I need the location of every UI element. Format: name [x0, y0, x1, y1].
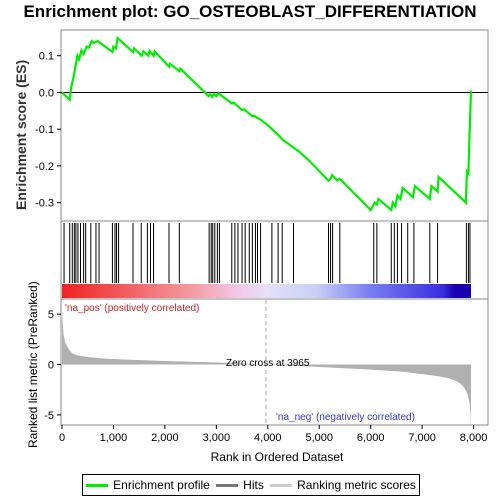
xtick-label: 6,000 [357, 432, 385, 444]
es-ytick-label: -0.2 [35, 161, 54, 173]
legend-swatch-profile [86, 483, 109, 487]
metric-ytick-label: 5 [48, 309, 54, 321]
legend-label-profile: Enrichment profile [113, 478, 210, 492]
legend-item-metric: Ranking metric scores [270, 478, 416, 492]
es-ytick-label: 0.1 [39, 51, 54, 63]
zero-cross-label: Zero cross at 3965 [226, 358, 310, 369]
es-axis-label: Enrichment score (ES) [13, 60, 29, 210]
legend-swatch-metric [270, 483, 293, 487]
xtick-label: 3,000 [203, 432, 231, 444]
legend: Enrichment profile Hits Ranking metric s… [82, 474, 420, 496]
legend-label-hits: Hits [243, 478, 264, 492]
legend-swatch-hits [216, 483, 239, 487]
xtick-label: 8,000 [460, 432, 488, 444]
pos-label: 'na_pos' (positively correlated) [65, 303, 199, 314]
es-ytick-label: -0.1 [35, 124, 54, 136]
rank-color-bar [62, 284, 471, 298]
enrichment-profile-line [61, 35, 473, 213]
metric-ytick-label: -5 [44, 410, 54, 422]
es-plot-frame [60, 29, 489, 222]
x-axis-label: Rank in Ordered Dataset [211, 450, 344, 464]
metric-ytick-label: 0 [48, 360, 54, 372]
neg-label: 'na_neg' (negatively correlated) [276, 412, 415, 423]
legend-label-metric: Ranking metric scores [297, 478, 416, 492]
es-ytick-label: 0.0 [39, 87, 54, 99]
legend-item-hits: Hits [216, 478, 264, 492]
xtick-label: 2,000 [151, 432, 179, 444]
chart-title: Enrichment plot: GO_OSTEOBLAST_DIFFERENT… [23, 2, 477, 21]
xtick-label: 5,000 [305, 432, 333, 444]
legend-item-profile: Enrichment profile [86, 478, 210, 492]
xtick-label: 4,000 [254, 432, 282, 444]
es-ytick-label: -0.3 [35, 198, 54, 210]
metric-axis-label: Ranked list metric (PreRanked) [26, 281, 40, 448]
xtick-label: 0 [59, 432, 65, 444]
ranking-metric-area [62, 309, 471, 425]
xtick-label: 7,000 [408, 432, 436, 444]
xtick-label: 1,000 [100, 432, 128, 444]
